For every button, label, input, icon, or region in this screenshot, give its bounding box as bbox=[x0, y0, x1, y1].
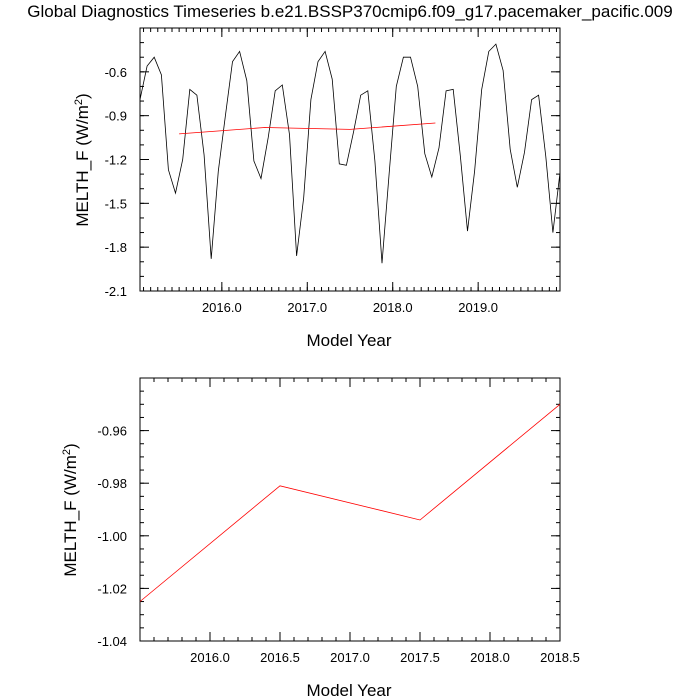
bottom-y-axis-label-text: MELTH_F (W/m bbox=[61, 455, 80, 577]
bottom-x-tick-label: 2017.5 bbox=[400, 650, 440, 665]
bottom-x-tick-label: 2016.5 bbox=[260, 650, 300, 665]
top-x-tick-label: 2016.0 bbox=[202, 300, 242, 315]
bottom-y-tick-label: -1.04 bbox=[97, 634, 127, 649]
bottom-series-annual-mean bbox=[139, 403, 561, 602]
bottom-x-tick-label: 2016.0 bbox=[190, 650, 230, 665]
top-y-tick-label: -0.6 bbox=[105, 65, 127, 80]
top-timeseries-plot: MELTH_F (W/m2) Model Year 2016.0 2017.0 20… bbox=[73, 27, 561, 350]
top-plot-frame bbox=[139, 27, 561, 292]
top-y-axis-label-close: ) bbox=[73, 93, 92, 99]
figure-title: Global Diagnostics Timeseries b.e21.BSSP… bbox=[27, 2, 673, 21]
top-x-tick-label: 2019.0 bbox=[458, 300, 498, 315]
bottom-plot-frame bbox=[139, 377, 561, 642]
top-x-tick-label: 2018.0 bbox=[373, 300, 413, 315]
bottom-x-tick-label: 2018.5 bbox=[540, 650, 580, 665]
bottom-y-tick-label: -1.02 bbox=[97, 581, 127, 596]
top-y-tick-label: -1.2 bbox=[105, 153, 127, 168]
bottom-y-tick-label: -0.98 bbox=[97, 476, 127, 491]
top-x-axis-label: Model Year bbox=[306, 331, 391, 350]
top-y-axis-label: MELTH_F (W/m2) bbox=[73, 93, 92, 226]
top-series-annual-mean bbox=[179, 122, 436, 135]
top-series-monthly bbox=[139, 43, 561, 264]
top-y-axis-label-sup: 2 bbox=[73, 99, 85, 105]
bottom-x-axis-label: Model Year bbox=[306, 681, 391, 700]
bottom-annual-plot: MELTH_F (W/m2) Model Year 2016.0 2016.5 20… bbox=[61, 377, 580, 700]
top-y-tick-label: -1.5 bbox=[105, 196, 127, 211]
bottom-x-tick-label: 2017.0 bbox=[330, 650, 370, 665]
bottom-x-tick-label: 2018.0 bbox=[470, 650, 510, 665]
top-x-tick-label: 2017.0 bbox=[287, 300, 327, 315]
bottom-y-axis-label-sup: 2 bbox=[61, 449, 73, 455]
top-y-tick-label: -0.9 bbox=[105, 109, 127, 124]
bottom-y-axis-label: MELTH_F (W/m2) bbox=[61, 443, 80, 576]
top-y-axis-label-text: MELTH_F (W/m bbox=[73, 105, 92, 227]
bottom-y-tick-label: -1.00 bbox=[97, 529, 127, 544]
top-y-tick-label: -2.1 bbox=[105, 284, 127, 299]
bottom-y-axis-label-close: ) bbox=[61, 443, 80, 449]
bottom-y-tick-label: -0.96 bbox=[97, 424, 127, 439]
top-y-tick-label: -1.8 bbox=[105, 240, 127, 255]
